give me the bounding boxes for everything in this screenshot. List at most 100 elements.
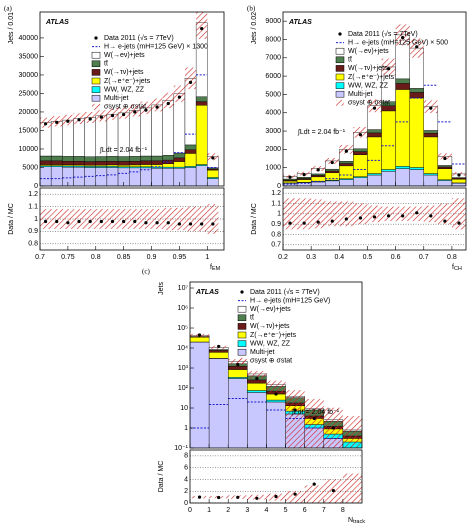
data-point <box>344 149 348 153</box>
x-tick-label: 0.95 <box>173 254 187 261</box>
stack-segment <box>208 352 229 359</box>
stack-segment <box>395 83 410 90</box>
ratio-uncertainty <box>51 209 63 229</box>
stack-segment <box>95 167 108 186</box>
legend-swatch <box>91 60 101 68</box>
ratio-point <box>155 221 159 225</box>
data-point <box>200 27 204 31</box>
y-tick-label: 7000 <box>265 55 281 62</box>
ratio-uncertainty <box>118 209 130 229</box>
y-tick-label: 10000 <box>19 146 39 153</box>
ratio-point <box>288 221 292 225</box>
legend-label: σsyst ⊕ σstat <box>250 358 292 365</box>
ratio-tick-label: 1.2 <box>28 191 38 198</box>
data-point <box>372 106 377 110</box>
ratio-plot <box>40 204 219 234</box>
legend-label: H→ e-jets (mH=125 GeV) × 500 <box>348 39 448 46</box>
ratio-tick-label: 1.1 <box>28 203 38 210</box>
ratio-uncertainty <box>283 198 298 230</box>
stack-segment <box>62 119 74 157</box>
x-tick-label: 0 <box>188 507 192 514</box>
data-point <box>77 118 81 122</box>
ratio-uncertainty <box>95 209 107 229</box>
stack-segment <box>73 118 85 157</box>
ratio-uncertainty <box>342 473 362 503</box>
x-axis-label-sub: track <box>353 519 365 525</box>
uncertainty-band <box>339 144 354 154</box>
uncertainty-band <box>285 390 305 448</box>
stack-segment <box>173 152 186 159</box>
luminosity-label: ∫Ldt = 2.04 fb⁻¹ <box>99 147 148 154</box>
ratio-tick-label: 1 <box>34 216 38 223</box>
legend-swatch <box>335 65 345 72</box>
plot-frame <box>39 11 225 187</box>
legend-label: H→ e-jets (mH=125 GeV) × 1300 <box>104 43 208 50</box>
ratio-frame <box>282 187 467 251</box>
stack-segment <box>207 178 219 186</box>
stack-segment <box>325 168 340 172</box>
stack-segment <box>151 160 163 165</box>
legend-label: WW, WZ, ZZ <box>348 82 389 89</box>
legend-swatch <box>336 99 344 106</box>
stack-segment <box>73 156 85 162</box>
legend-swatch <box>335 73 345 81</box>
ratio-point <box>77 219 81 224</box>
x-tick-label: 0.75 <box>61 254 75 261</box>
legend-swatch <box>237 305 247 313</box>
legend-label: Multi-jet <box>348 91 373 98</box>
data-point <box>274 392 278 396</box>
legend-swatch <box>91 86 101 93</box>
ratio-point <box>88 219 92 224</box>
stack-segment <box>95 156 108 162</box>
ratio-tick-label: 1.2 <box>271 190 281 197</box>
stack-segment <box>228 369 248 378</box>
stack-segment <box>40 160 52 165</box>
uncertainty-band <box>162 92 174 109</box>
data-point <box>133 110 137 114</box>
panel-label: (a) <box>4 5 12 13</box>
stack-segment <box>129 160 141 166</box>
ratio-point <box>274 494 278 499</box>
stack-segment <box>381 110 396 170</box>
stack-segment <box>409 169 424 186</box>
stack-segment <box>208 350 229 353</box>
stack-segment <box>151 104 163 157</box>
ratio-uncertainty <box>395 206 410 222</box>
ratio-point <box>55 219 59 224</box>
stack-segment <box>84 161 96 166</box>
stack-segment <box>184 144 197 150</box>
data-point <box>255 376 259 381</box>
uncertainty-band <box>151 98 163 112</box>
x-tick-label: 3 <box>245 507 249 514</box>
y-tick-label: 10⁻¹ <box>174 445 188 452</box>
data-point <box>443 156 447 161</box>
ratio-tick-label: 6 <box>184 465 188 472</box>
ratio-point <box>110 219 115 224</box>
legend-label: W(→eν)+jets <box>250 306 291 313</box>
data-point <box>429 106 433 110</box>
uncertainty-band <box>196 12 208 40</box>
plot-frame <box>282 11 467 187</box>
uncertainty-band <box>437 153 452 160</box>
ratio-tick-label: 8 <box>184 453 188 460</box>
stack-segment <box>451 183 466 186</box>
stack-segment <box>367 136 382 174</box>
y-tick-label: 6000 <box>265 73 281 80</box>
ratio-point <box>188 222 193 226</box>
stack-segment <box>367 173 382 176</box>
stack-segment <box>117 156 130 162</box>
x-tick-label: 5 <box>284 507 288 514</box>
stack-segment <box>50 121 63 157</box>
legend: Data 2011 (√s = 7TeV)H→ e-jets (mH=125 G… <box>91 34 208 111</box>
data-point <box>197 333 202 337</box>
x-tick-label: 0.7 <box>419 254 429 261</box>
y-tick-label: 9000 <box>265 18 281 25</box>
x-tick-label: 0.6 <box>391 254 401 261</box>
y-tick-label: 1 <box>184 425 188 432</box>
stack-segment <box>451 179 466 184</box>
stack-segment <box>95 161 108 166</box>
stack-segment <box>247 392 267 448</box>
stack-segment <box>247 390 267 393</box>
ratio-uncertainty <box>106 209 119 229</box>
stack-segment <box>339 163 354 167</box>
